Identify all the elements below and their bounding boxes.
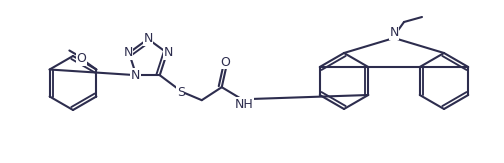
Text: N: N xyxy=(143,32,153,45)
Text: S: S xyxy=(177,86,185,99)
Text: N: N xyxy=(131,69,140,82)
Text: NH: NH xyxy=(234,98,253,111)
Text: N: N xyxy=(163,46,173,59)
Text: O: O xyxy=(77,52,86,65)
Text: O: O xyxy=(220,56,230,69)
Text: N: N xyxy=(123,46,133,59)
Text: N: N xyxy=(389,27,399,39)
